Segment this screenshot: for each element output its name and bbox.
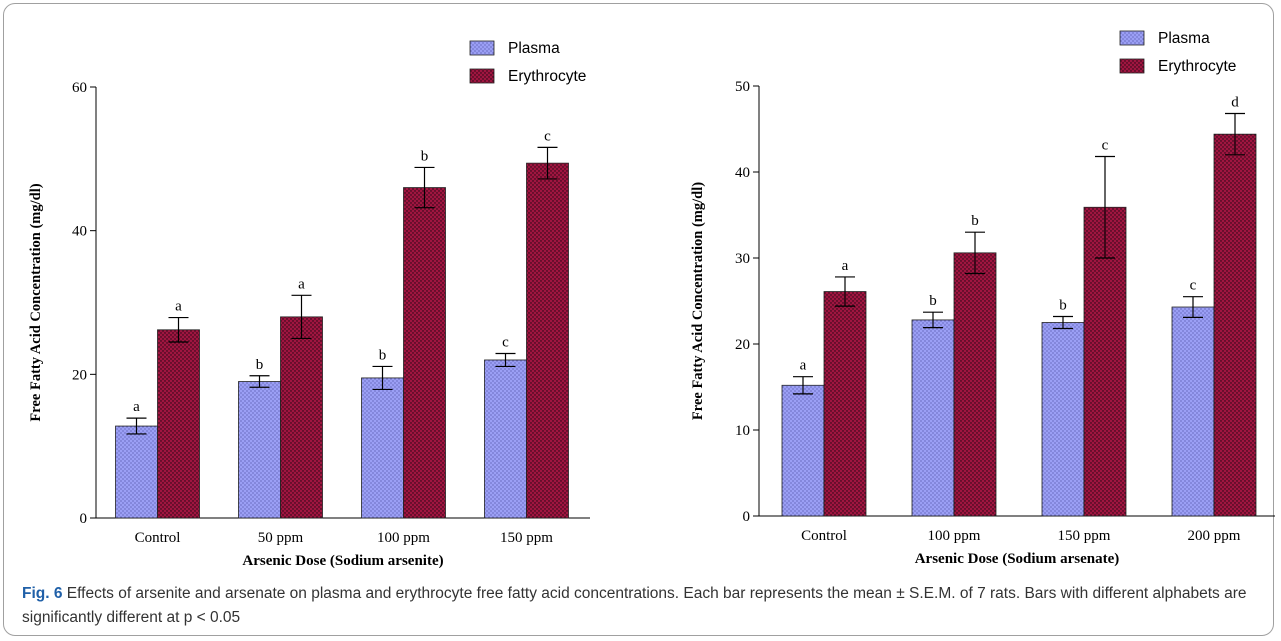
figure-frame bbox=[3, 3, 1274, 636]
bar-erythrocyte bbox=[1213, 133, 1257, 517]
x-tick-label: Control bbox=[801, 528, 847, 544]
caption-text: Effects of arsenite and arsenate on plas… bbox=[22, 585, 1247, 626]
legend-swatch-erythrocyte bbox=[1119, 58, 1145, 74]
bar-plasma bbox=[1041, 322, 1085, 517]
x-tick-label: 150 ppm bbox=[500, 530, 553, 546]
x-axis-title: Arsenic Dose (Sodium arsenate) bbox=[915, 551, 1120, 567]
legend-label: Erythrocyte bbox=[508, 68, 586, 85]
significance-letter: b bbox=[929, 293, 937, 309]
y-axis-title: Free Fatty Acid Concentration (mg/dl) bbox=[690, 182, 706, 420]
y-axis-title: Free Fatty Acid Concentration (mg/dl) bbox=[28, 183, 44, 421]
significance-letter: a bbox=[842, 258, 849, 274]
y-tick-label: 60 bbox=[72, 80, 87, 96]
x-tick-label: 200 ppm bbox=[1188, 528, 1241, 544]
y-tick-label: 0 bbox=[80, 511, 88, 527]
y-tick-label: 20 bbox=[72, 367, 87, 383]
chart-arsenite: 0 20 40 60 Free Fatty Acid Concentration (mg… bbox=[28, 40, 590, 569]
bar-erythrocyte bbox=[280, 316, 323, 519]
bar-plasma bbox=[115, 425, 158, 519]
significance-letter: d bbox=[1231, 95, 1239, 111]
significance-letter: b bbox=[379, 347, 387, 363]
significance-letter: c bbox=[544, 128, 551, 144]
y-tick-label: 10 bbox=[735, 423, 750, 439]
figure-caption: Fig. 6 Effects of arsenite and arsenate … bbox=[22, 582, 1262, 630]
y-tick-label: 40 bbox=[735, 165, 750, 181]
bar-erythrocyte bbox=[823, 291, 867, 517]
legend-label: Erythrocyte bbox=[1158, 58, 1236, 75]
bar-plasma bbox=[781, 384, 825, 517]
x-tick-label: 150 ppm bbox=[1058, 528, 1111, 544]
x-axis-title: Arsenic Dose (Sodium arsenite) bbox=[242, 553, 443, 569]
caption-label: Fig. 6 bbox=[22, 585, 63, 602]
y-tick-label: 0 bbox=[743, 509, 751, 525]
y-tick-label: 20 bbox=[735, 337, 750, 353]
bar-plasma bbox=[911, 319, 955, 517]
legend-label: Plasma bbox=[1158, 30, 1210, 47]
bar-plasma bbox=[238, 381, 281, 519]
significance-letter: b bbox=[256, 357, 264, 373]
y-tick-label: 50 bbox=[735, 79, 750, 95]
significance-letter: c bbox=[1190, 278, 1197, 294]
y-tick-label: 40 bbox=[72, 224, 87, 240]
significance-letter: c bbox=[1102, 138, 1109, 154]
significance-letter: a bbox=[133, 399, 140, 415]
legend-swatch-plasma bbox=[469, 40, 495, 56]
significance-letter: c bbox=[502, 335, 509, 351]
significance-letter: b bbox=[421, 148, 429, 164]
bar-plasma bbox=[484, 359, 527, 519]
bar-erythrocyte bbox=[1083, 206, 1127, 517]
x-tick-label: 100 ppm bbox=[928, 528, 981, 544]
bar-plasma bbox=[1171, 306, 1215, 517]
bar-erythrocyte bbox=[953, 252, 997, 517]
bar-erythrocyte bbox=[157, 329, 200, 519]
x-tick-label: 50 ppm bbox=[258, 530, 304, 546]
legend-label: Plasma bbox=[508, 40, 560, 57]
x-tick-label: Control bbox=[135, 530, 181, 546]
bar-erythrocyte bbox=[403, 187, 446, 519]
legend-swatch-plasma bbox=[1119, 30, 1145, 46]
legend-swatch-erythrocyte bbox=[469, 68, 495, 84]
significance-letter: a bbox=[298, 276, 305, 292]
bar-plasma bbox=[361, 377, 404, 519]
significance-letter: a bbox=[175, 299, 182, 315]
x-tick-label: 100 ppm bbox=[377, 530, 430, 546]
y-tick-label: 30 bbox=[735, 251, 750, 267]
significance-letter: a bbox=[800, 358, 807, 374]
significance-letter: b bbox=[1059, 297, 1067, 313]
significance-letter: b bbox=[971, 213, 979, 229]
chart-arsenate: 0 10 20 30 40 50 Free Fatty Acid Concentration… bbox=[690, 30, 1275, 567]
bar-erythrocyte bbox=[526, 162, 569, 519]
